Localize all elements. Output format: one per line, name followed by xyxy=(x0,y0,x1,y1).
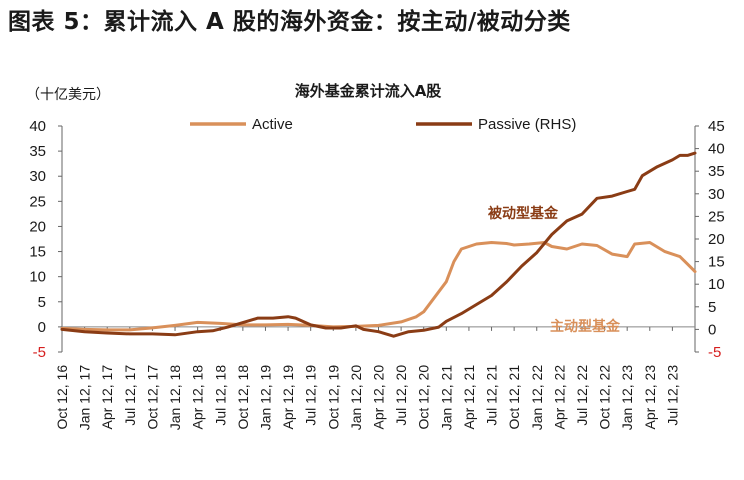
x-tick-label: Jan 12, 22 xyxy=(529,365,545,431)
x-tick-label: Apr 12, 22 xyxy=(551,365,567,430)
x-tick-label: Jul 12, 22 xyxy=(574,365,590,426)
unit-label: （十亿美元） xyxy=(26,87,110,103)
left-tick-label: 25 xyxy=(29,193,46,210)
x-tick-label: Jan 12, 23 xyxy=(619,365,635,431)
legend-label-active: Active xyxy=(252,116,293,133)
x-tick-label: Jul 12, 23 xyxy=(664,365,680,426)
chart-title: 海外基金累计流入A股 xyxy=(295,82,443,100)
x-tick-label: Jan 12, 17 xyxy=(77,365,93,431)
x-tick-label: Jan 12, 18 xyxy=(167,365,183,431)
x-tick-label: Jul 12, 19 xyxy=(303,365,319,426)
x-tick-label: Apr 12, 18 xyxy=(190,365,206,430)
left-tick-label: 0 xyxy=(38,319,46,336)
axes: -5 0 5 10 15 20 25 30 35 40 -5 0 5 10 15 20 25 30 35 40 45 Oc… xyxy=(29,118,724,430)
left-tick-label: 15 xyxy=(29,244,46,261)
left-tick-label: 30 xyxy=(29,168,46,185)
right-tick-label: 40 xyxy=(708,141,725,158)
left-tick-label: 35 xyxy=(29,143,46,160)
x-tick-label: Jan 12, 20 xyxy=(348,365,364,431)
right-tick-label: 35 xyxy=(708,163,725,180)
figure-title: 图表 5：累计流入 A 股的海外资金：按主动/被动分类 xyxy=(8,9,571,35)
x-tick-label: Apr 12, 19 xyxy=(280,365,296,430)
right-tick-label: 15 xyxy=(708,254,725,271)
annotation-active: 主动型基金 xyxy=(550,318,621,335)
x-tick-label: Oct 12, 18 xyxy=(235,365,251,430)
right-tick-label: -5 xyxy=(708,344,721,361)
right-tick-label: 45 xyxy=(708,118,725,135)
x-tick-label: Oct 12, 19 xyxy=(325,365,341,430)
series-line-passive xyxy=(60,151,697,338)
right-tick-label: 30 xyxy=(708,186,725,203)
left-tick-label: 10 xyxy=(29,269,46,286)
x-tick-label: Jul 12, 17 xyxy=(122,365,138,426)
x-tick-label: Oct 12, 16 xyxy=(54,365,70,430)
right-tick-label: 10 xyxy=(708,276,725,293)
x-tick-label: Apr 12, 21 xyxy=(461,365,477,430)
x-tick-label: Jan 12, 21 xyxy=(438,365,454,431)
x-tick-label: Apr 12, 23 xyxy=(642,365,658,430)
right-tick-label: 0 xyxy=(708,321,716,338)
left-tick-label: -5 xyxy=(33,344,46,361)
left-tick-label: 20 xyxy=(29,218,46,235)
legend-label-passive: Passive (RHS) xyxy=(478,116,576,133)
x-tick-label: Oct 12, 17 xyxy=(144,365,160,430)
right-tick-label: 25 xyxy=(708,208,725,225)
x-tick-label: Oct 12, 21 xyxy=(506,365,522,430)
x-tick-label: Jan 12, 19 xyxy=(257,365,273,431)
right-tick-label: 5 xyxy=(708,299,716,316)
left-tick-label: 5 xyxy=(38,294,46,311)
x-tick-label: Apr 12, 20 xyxy=(371,365,387,430)
x-tick-label: Jul 12, 18 xyxy=(212,365,228,426)
left-tick-label: 40 xyxy=(29,118,46,135)
annotation-passive: 被动型基金 xyxy=(488,205,559,222)
right-tick-label: 20 xyxy=(708,231,725,248)
x-tick-label: Apr 12, 17 xyxy=(99,365,115,430)
x-tick-label: Jul 12, 21 xyxy=(484,365,500,426)
x-tick-label: Jul 12, 20 xyxy=(393,365,409,426)
x-tick-label: Oct 12, 22 xyxy=(597,365,613,430)
series-lines xyxy=(60,151,697,338)
series-line-active xyxy=(60,241,697,332)
x-tick-label: Oct 12, 20 xyxy=(416,365,432,430)
legend: Active Passive (RHS) xyxy=(190,116,576,133)
